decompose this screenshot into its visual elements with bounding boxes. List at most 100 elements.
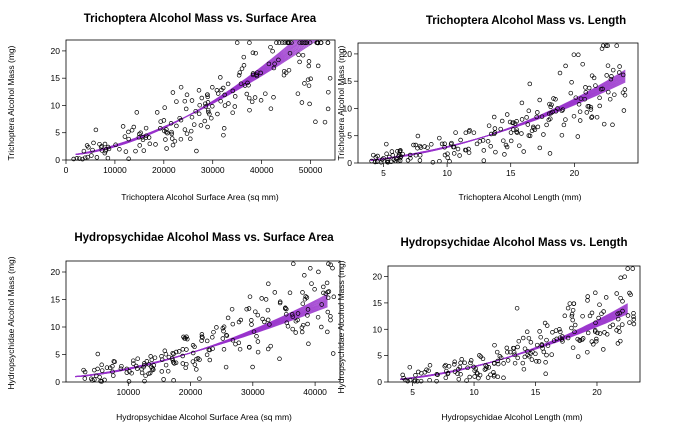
data-point (102, 141, 108, 147)
data-point (609, 74, 614, 79)
data-point (207, 347, 213, 353)
y-tick-label: 10 (373, 324, 383, 334)
data-point (163, 351, 169, 357)
data-point (255, 349, 261, 355)
data-point (285, 40, 291, 45)
data-point (618, 275, 623, 281)
data-point (575, 134, 581, 139)
data-point (427, 363, 433, 368)
data-point (188, 136, 193, 142)
data-point (122, 134, 128, 139)
data-point (82, 369, 88, 375)
data-point (369, 158, 374, 164)
data-point (221, 328, 226, 334)
data-point (371, 152, 376, 158)
data-point (459, 357, 464, 362)
data-point (549, 352, 554, 357)
data-point (519, 117, 525, 122)
data-point (529, 357, 535, 362)
data-point (210, 346, 215, 351)
data-point (319, 324, 324, 330)
data-point (477, 353, 482, 358)
data-point (512, 360, 518, 366)
data-point (153, 142, 158, 147)
data-point (592, 329, 598, 334)
data-point (218, 98, 223, 104)
data-point (300, 301, 306, 306)
data-point (463, 130, 469, 136)
x-tick-label: 20000 (152, 165, 176, 175)
chart-title: Hydropsychidae Alcohol Mass vs. Surface … (74, 232, 334, 244)
data-point (211, 329, 216, 335)
data-point (326, 89, 331, 95)
data-point (589, 310, 595, 316)
data-point (237, 346, 243, 352)
data-point (140, 137, 146, 143)
data-point (258, 98, 264, 103)
data-point (276, 40, 282, 45)
data-point (194, 367, 199, 372)
data-point (120, 124, 126, 129)
data-point (594, 336, 599, 342)
data-point (562, 313, 568, 319)
data-point (533, 351, 538, 357)
data-point (169, 136, 175, 141)
data-point (534, 114, 539, 120)
data-point (237, 70, 243, 75)
data-point (501, 138, 506, 143)
data-point (98, 378, 103, 384)
data-point (266, 281, 271, 287)
data-point (207, 357, 213, 363)
data-point (205, 124, 210, 130)
data-point (525, 122, 531, 127)
data-point (492, 126, 498, 131)
data-point (319, 302, 324, 307)
x-axis-label: Hydropsychidae Alcohol Surface Area (sq … (116, 412, 292, 422)
panel-trichoptera-length: Trichoptera Alcohol Mass vs. Length Tric… (336, 15, 639, 202)
data-point (468, 358, 474, 363)
data-point (214, 325, 219, 330)
data-point (517, 143, 522, 148)
data-point (583, 85, 588, 90)
plot-area: 5 10 15 20 0 5 10 15 20 (343, 42, 639, 178)
data-point (621, 108, 627, 113)
data-point (559, 132, 565, 138)
data-point (124, 370, 130, 375)
data-point (133, 363, 139, 369)
data-point (192, 362, 198, 367)
chart-title: Trichoptera Alcohol Mass vs. Surface Are… (84, 13, 317, 25)
data-point (197, 102, 202, 108)
data-point (568, 90, 574, 96)
data-point (491, 370, 496, 375)
data-point (521, 149, 526, 154)
data-point (381, 155, 386, 161)
data-point (563, 117, 568, 122)
data-point (442, 364, 447, 369)
data-point (259, 296, 264, 301)
data-point (488, 144, 493, 149)
data-point (306, 83, 312, 88)
data-point (572, 329, 577, 335)
data-point (617, 70, 622, 75)
data-point (539, 342, 545, 347)
data-point (203, 101, 208, 106)
data-point (588, 107, 594, 112)
data-point (573, 95, 579, 100)
data-point (131, 361, 136, 366)
data-point (462, 360, 467, 366)
data-point (230, 110, 235, 115)
data-point (589, 115, 594, 120)
y-tick-label: 15 (343, 76, 353, 86)
data-point (505, 358, 511, 363)
data-point (544, 352, 549, 358)
data-point (430, 160, 436, 165)
data-point (458, 372, 463, 377)
data-point (204, 352, 210, 358)
fit-line (75, 40, 297, 155)
data-point (541, 349, 547, 355)
data-point (252, 95, 258, 100)
x-tick-label: 15 (531, 387, 541, 397)
data-point (597, 103, 602, 109)
data-point (146, 362, 152, 367)
data-point (144, 133, 149, 138)
